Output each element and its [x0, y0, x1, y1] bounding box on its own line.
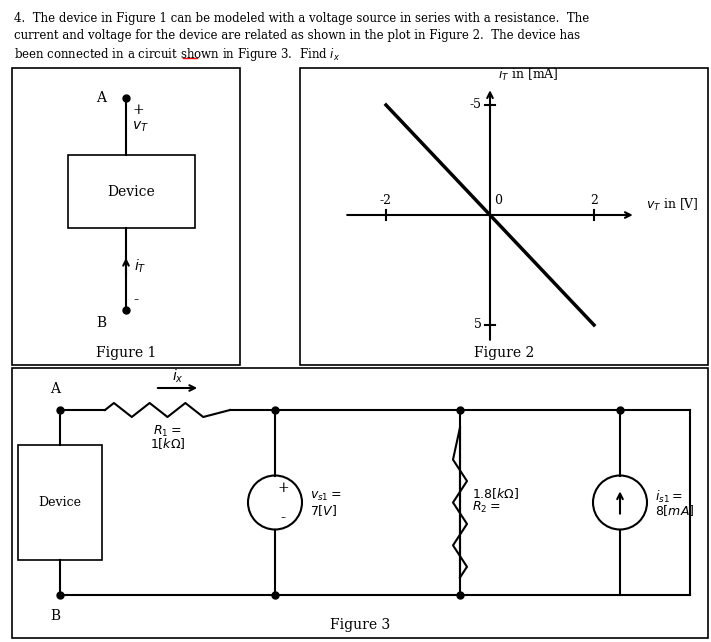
- Text: $i_{s1}=$: $i_{s1}=$: [655, 489, 683, 505]
- Text: 0: 0: [494, 194, 502, 207]
- Bar: [12, 68, 240, 365]
- Text: 2: 2: [590, 194, 598, 207]
- Text: A: A: [96, 91, 106, 105]
- Bar: [68, 155, 195, 228]
- Text: $R_2=$: $R_2=$: [472, 500, 501, 515]
- Text: been connected in a circuit shown in Figure 3.  Find $i_x$: been connected in a circuit shown in Fig…: [14, 46, 340, 63]
- Text: $8[mA]$: $8[mA]$: [655, 503, 695, 518]
- Text: Device: Device: [107, 184, 156, 198]
- Text: $v_T$: $v_T$: [132, 120, 149, 134]
- Text: 4.  The device in Figure 1 can be modeled with a voltage source in series with a: 4. The device in Figure 1 can be modeled…: [14, 12, 589, 25]
- Text: $v_{s1}=$: $v_{s1}=$: [310, 490, 341, 503]
- Text: $i_x$: $i_x$: [171, 367, 183, 385]
- Text: +: +: [277, 480, 289, 494]
- Text: +: +: [132, 103, 144, 117]
- Bar: [12, 368, 708, 638]
- Text: A: A: [50, 382, 60, 396]
- Bar: [18, 445, 102, 560]
- Text: -5: -5: [470, 98, 482, 112]
- Text: -: -: [280, 512, 286, 526]
- Bar: [300, 68, 708, 365]
- Text: -2: -2: [380, 194, 392, 207]
- Text: Figure 2: Figure 2: [474, 346, 534, 360]
- Text: Device: Device: [38, 496, 82, 509]
- Text: $7[V]$: $7[V]$: [310, 503, 337, 518]
- Text: Figure 3: Figure 3: [330, 618, 390, 632]
- Text: $1[k\Omega]$: $1[k\Omega]$: [150, 436, 186, 451]
- Text: $i_T$ in [mA]: $i_T$ in [mA]: [498, 67, 559, 83]
- Text: Figure 1: Figure 1: [96, 346, 156, 360]
- Text: 5: 5: [474, 318, 482, 331]
- Text: B: B: [96, 316, 106, 330]
- Text: $1.8[k\Omega]$: $1.8[k\Omega]$: [472, 486, 519, 501]
- Text: $R_1=$: $R_1=$: [154, 424, 181, 439]
- Text: current and voltage for the device are related as shown in the plot in Figure 2.: current and voltage for the device are r…: [14, 29, 580, 42]
- Text: $i_T$: $i_T$: [134, 257, 146, 275]
- Text: -: -: [133, 293, 138, 307]
- Text: $v_T$ in [V]: $v_T$ in [V]: [646, 197, 698, 213]
- Text: B: B: [50, 609, 60, 623]
